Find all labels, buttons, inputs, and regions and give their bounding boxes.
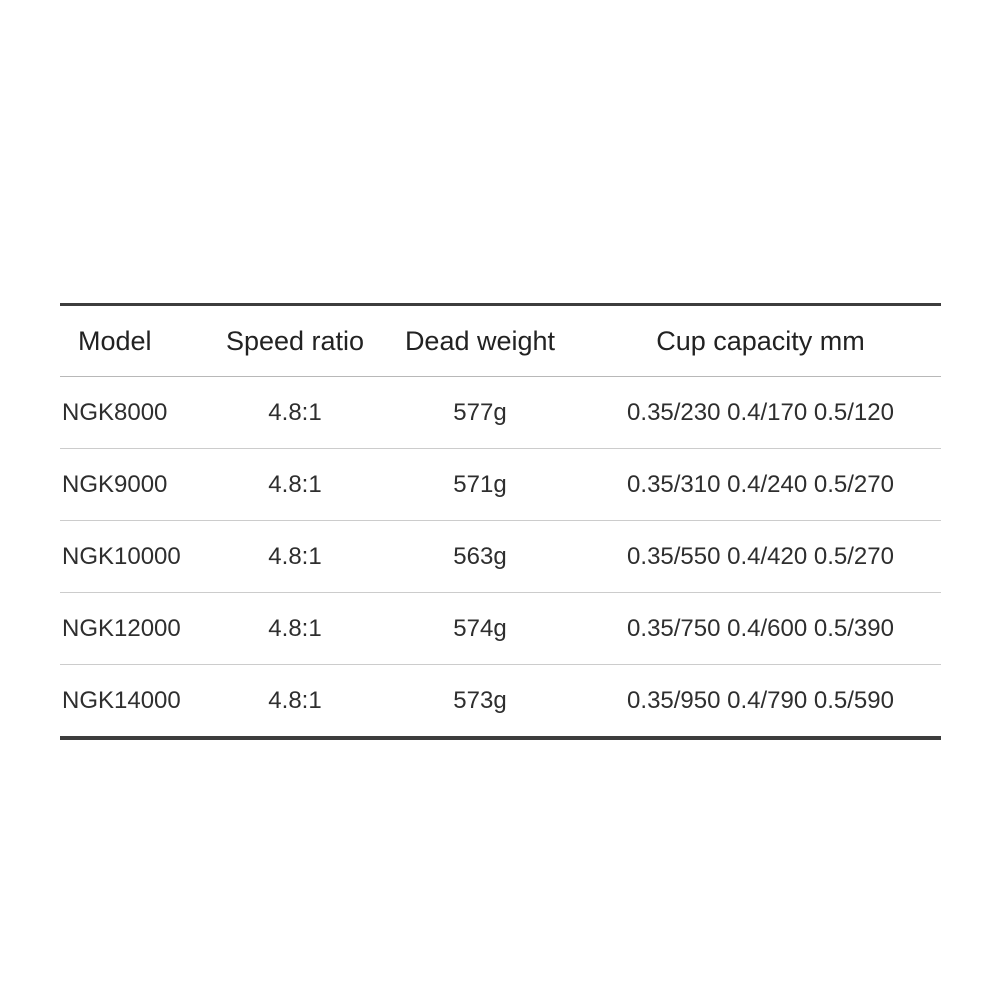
table-header-row: Model Speed ratio Dead weight Cup capaci… xyxy=(60,306,941,377)
cell-dead-weight: 577g xyxy=(453,398,507,426)
table-row: NGK10000 4.8:1 563g 0.35/550 0.4/420 0.5… xyxy=(60,521,941,593)
spec-table: Model Speed ratio Dead weight Cup capaci… xyxy=(60,303,941,740)
cell-model: NGK12000 xyxy=(62,614,181,642)
column-header-model: Model xyxy=(78,325,152,356)
cell-cup-capacity: 0.35/310 0.4/240 0.5/270 xyxy=(627,470,894,498)
cell-cup-capacity: 0.35/230 0.4/170 0.5/120 xyxy=(627,398,894,426)
cell-model: NGK10000 xyxy=(62,542,181,570)
column-header-dead-weight: Dead weight xyxy=(404,325,556,356)
column-header-speed-ratio: Speed ratio xyxy=(225,325,365,356)
column-header-cup-capacity: Cup capacity mm xyxy=(656,325,865,356)
cell-speed-ratio: 4.8:1 xyxy=(268,398,322,426)
table-row: NGK8000 4.8:1 577g 0.35/230 0.4/170 0.5/… xyxy=(60,377,941,449)
cell-dead-weight: 574g xyxy=(453,614,507,642)
cell-cup-capacity: 0.35/950 0.4/790 0.5/590 xyxy=(627,686,894,714)
cell-dead-weight: 571g xyxy=(453,470,507,498)
table-row: NGK9000 4.8:1 571g 0.35/310 0.4/240 0.5/… xyxy=(60,449,941,521)
cell-speed-ratio: 4.8:1 xyxy=(268,470,322,498)
cell-model: NGK9000 xyxy=(62,470,168,498)
table-row: NGK14000 4.8:1 573g 0.35/950 0.4/790 0.5… xyxy=(60,665,941,736)
cell-dead-weight: 573g xyxy=(453,686,507,714)
cell-speed-ratio: 4.8:1 xyxy=(268,686,322,714)
cell-speed-ratio: 4.8:1 xyxy=(268,614,322,642)
cell-cup-capacity: 0.35/750 0.4/600 0.5/390 xyxy=(627,614,894,642)
cell-dead-weight: 563g xyxy=(453,542,507,570)
cell-cup-capacity: 0.35/550 0.4/420 0.5/270 xyxy=(627,542,894,570)
cell-speed-ratio: 4.8:1 xyxy=(268,542,322,570)
table-row: NGK12000 4.8:1 574g 0.35/750 0.4/600 0.5… xyxy=(60,593,941,665)
cell-model: NGK8000 xyxy=(62,398,168,426)
cell-model: NGK14000 xyxy=(62,686,181,714)
